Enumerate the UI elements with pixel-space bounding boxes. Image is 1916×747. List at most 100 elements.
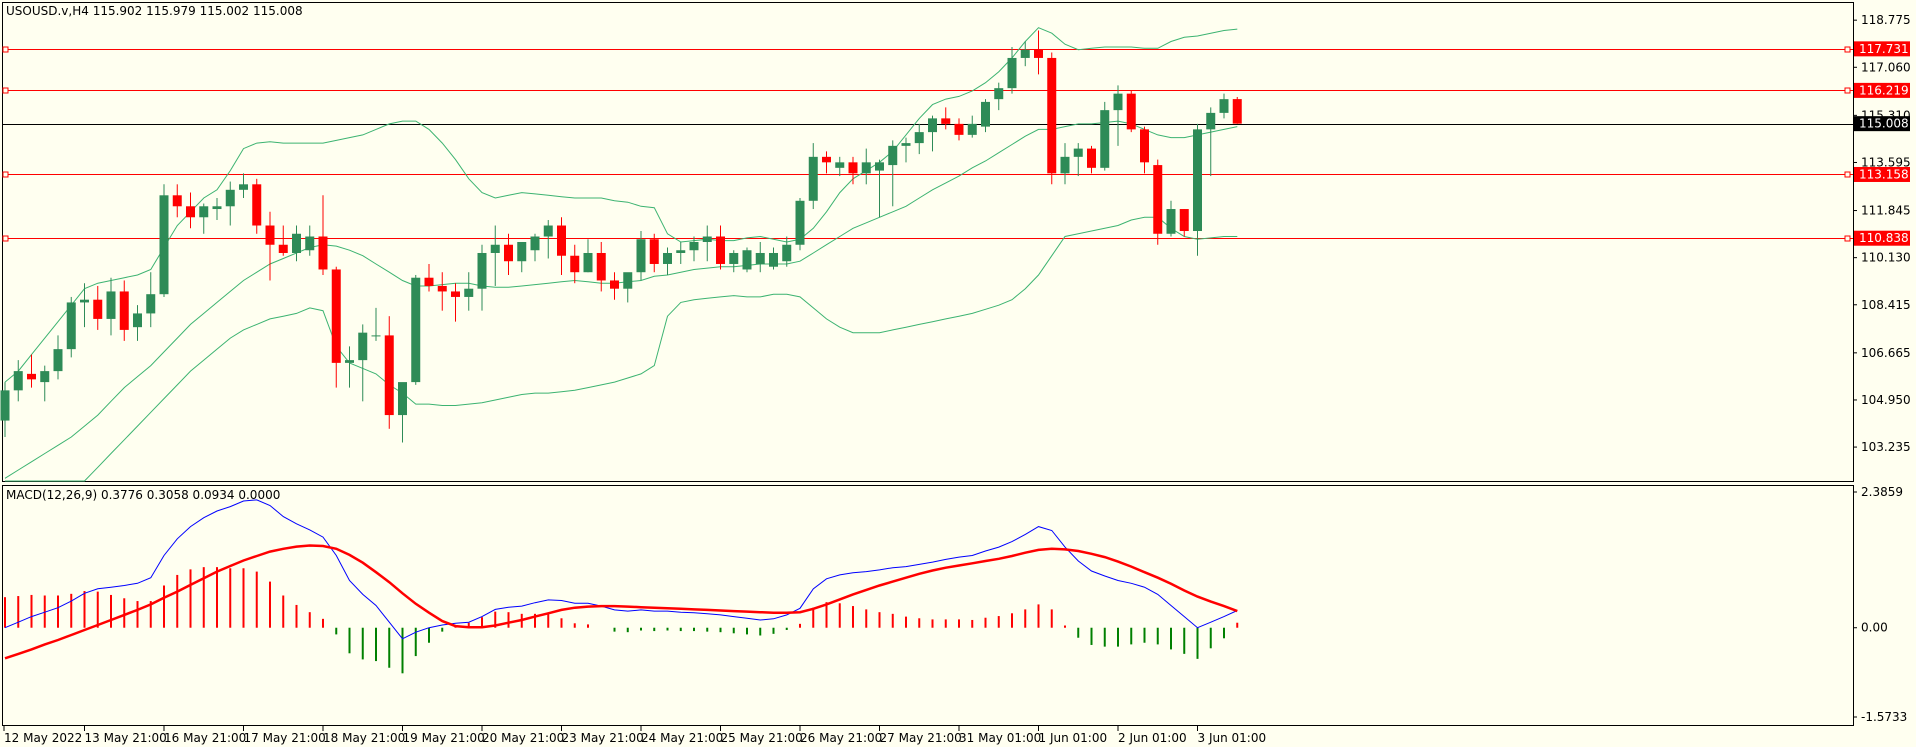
candle (1020, 41, 1030, 67)
last-price-tag-label: 115.008 (1859, 117, 1909, 131)
candle (398, 382, 407, 443)
candle (53, 335, 63, 380)
candle (371, 307, 381, 341)
candle-body (928, 118, 937, 133)
time-tick-label: 17 May 21:00 (244, 731, 326, 745)
candle-body (636, 239, 646, 273)
candle-body (1166, 209, 1176, 234)
candle (782, 236, 792, 267)
candle (504, 233, 513, 275)
candle-body (106, 291, 116, 319)
candle (345, 346, 354, 388)
candle (663, 247, 672, 275)
time-tick-label: 25 May 21:00 (721, 731, 803, 745)
candle-body (451, 291, 460, 297)
candle (437, 272, 447, 311)
candle (265, 211, 275, 281)
candle (146, 272, 156, 328)
candle (411, 274, 421, 385)
candle (875, 159, 884, 218)
candle-body (795, 200, 805, 245)
macd-axis: 2.3859 0.00 -1.5733 (1853, 485, 1907, 724)
candle (583, 239, 593, 273)
level-anchor-right-3 (1844, 235, 1851, 242)
candle (517, 242, 527, 273)
level-tag-label: 116.219 (1859, 83, 1909, 97)
candle (384, 316, 394, 429)
price-tick-label: 111.845 (1861, 204, 1911, 218)
level-tag (1854, 230, 1910, 246)
candle-body (1100, 110, 1110, 168)
candle-body (477, 252, 487, 289)
macd-line (4, 499, 1238, 640)
band-upper (4, 27, 1238, 383)
candle-body (1020, 49, 1030, 58)
level-tag (1854, 82, 1910, 98)
candle (610, 272, 619, 300)
time-tick-label: 13 May 21:00 (85, 731, 167, 745)
candle-body (861, 162, 871, 174)
candle (40, 365, 50, 402)
time-tick-label: 19 May 21:00 (403, 731, 485, 745)
candle-body (1073, 148, 1083, 157)
price-tick-label: 103.235 (1861, 440, 1911, 454)
candle (716, 225, 725, 270)
candle-body (610, 280, 619, 289)
candle-body (742, 250, 752, 270)
candle-body (252, 184, 262, 226)
candle (66, 296, 76, 358)
candle (1206, 107, 1216, 177)
macd-tick-label: -1.5733 (1861, 710, 1907, 724)
candle-body (212, 206, 222, 210)
candle-body (1047, 57, 1057, 174)
candle-body (239, 184, 248, 190)
candle (1140, 126, 1149, 174)
candle-body (424, 277, 434, 286)
candle-body (530, 236, 540, 251)
candle (676, 242, 686, 264)
candle (689, 236, 699, 262)
candle-body (331, 269, 341, 363)
candle-body (66, 302, 76, 350)
candle-body (504, 244, 513, 262)
candle (1047, 52, 1057, 185)
candle (835, 156, 845, 177)
time-tick-label: 16 May 21:00 (164, 731, 246, 745)
candle (80, 283, 89, 328)
candle-body (729, 252, 739, 264)
candle-body (848, 162, 858, 174)
candle (941, 107, 951, 130)
candle (13, 360, 23, 402)
candle (954, 118, 964, 141)
candle-body (557, 225, 566, 256)
candle-body (133, 313, 142, 328)
candle-body (490, 244, 500, 253)
candle-body (689, 242, 699, 251)
candle (1126, 90, 1136, 133)
candle (1007, 46, 1017, 94)
level-tag (1854, 41, 1910, 57)
level-anchor-1 (2, 87, 9, 94)
candle (769, 247, 778, 270)
candle (464, 272, 474, 311)
candle (93, 285, 103, 330)
candle (0, 382, 10, 438)
candle (967, 115, 977, 138)
candle-body (411, 277, 421, 383)
candle-body (1113, 93, 1123, 111)
candle-body (80, 299, 89, 303)
candle (106, 277, 116, 336)
candles (0, 30, 1242, 443)
candle-body (318, 236, 328, 270)
signal-line (4, 544, 1238, 660)
candle-body (623, 272, 633, 289)
candle-body (822, 156, 831, 163)
candle (861, 148, 871, 185)
candle-body (1087, 148, 1096, 168)
candle (702, 225, 712, 262)
candle-body (1060, 156, 1070, 174)
candle-body (159, 195, 169, 295)
